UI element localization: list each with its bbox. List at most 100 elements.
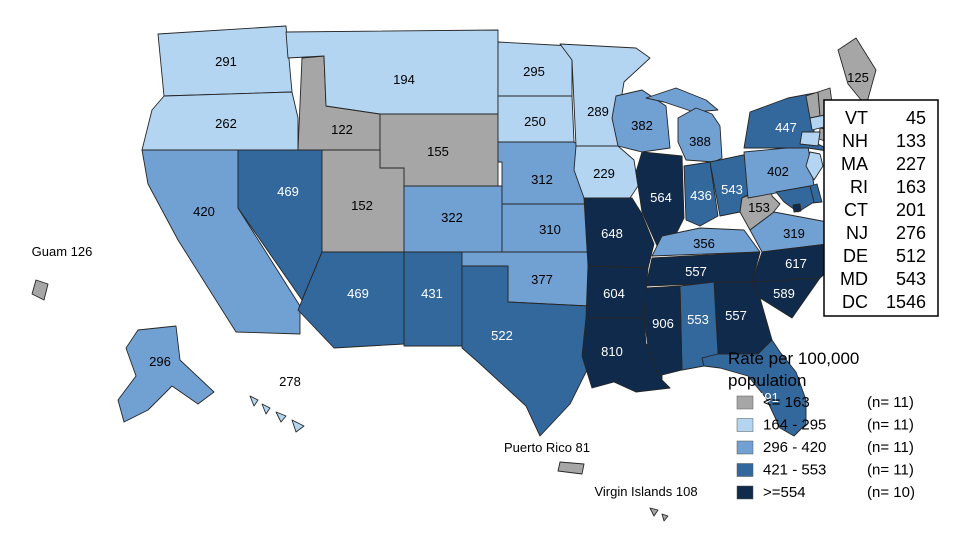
territory-shape-VI (649, 507, 659, 517)
panel-value-DE: 512 (896, 246, 926, 266)
legend-swatch-0 (736, 395, 754, 410)
state-shape-MS (643, 285, 683, 377)
state-shape-MI (645, 87, 719, 113)
panel-abbr-RI: RI (850, 177, 868, 197)
state-shape-HI (291, 419, 305, 433)
panel-abbr-NJ: NJ (846, 223, 868, 243)
territory-shape-GU (31, 279, 49, 301)
legend-range-2: 296 - 420 (763, 439, 826, 456)
state-shape-HI (275, 411, 287, 423)
state-value-labels-layer: 291 262 420 469 122 194 155 152 322 469 431 295 250 3… (149, 54, 869, 405)
state-value-WY: 155 (427, 144, 449, 159)
state-value-MN: 289 (587, 104, 609, 119)
state-value-MS: 906 (652, 316, 674, 331)
state-value-MT: 194 (393, 72, 415, 87)
legend-range-1: 164 - 295 (763, 417, 826, 434)
panel-value-NJ: 276 (896, 223, 926, 243)
state-value-SD: 250 (524, 114, 546, 129)
state-value-SC: 589 (773, 286, 795, 301)
state-shape-AK (117, 325, 215, 423)
state-value-VA: 319 (783, 226, 805, 241)
state-shape-ME (837, 37, 877, 107)
state-value-TX: 522 (491, 328, 513, 343)
state-shape-NJ (805, 151, 824, 181)
state-value-AK: 296 (149, 354, 171, 369)
panel-value-MA: 227 (896, 154, 926, 174)
territories-layer (31, 279, 669, 522)
legend-count-1: (n= 11) (867, 417, 914, 434)
state-shape-FL (701, 339, 807, 437)
legend-count-0: (n= 11) (867, 394, 914, 411)
state-shape-IA (573, 145, 639, 199)
panel-value-NH: 133 (896, 131, 926, 151)
legend-count-2: (n= 11) (867, 439, 914, 456)
territory-shape-PR (557, 461, 585, 475)
state-value-OK: 377 (531, 272, 553, 287)
state-shape-MI (677, 107, 723, 163)
state-value-IL: 564 (650, 190, 672, 205)
state-value-WV: 153 (748, 200, 770, 215)
state-shape-DC (792, 203, 802, 213)
state-value-PA: 402 (767, 164, 789, 179)
panel-value-RI: 163 (896, 177, 926, 197)
state-shape-LA (581, 317, 671, 393)
state-shape-IN (683, 161, 719, 227)
state-shape-HI (261, 403, 271, 415)
panel-box (823, 99, 939, 317)
panel-abbr-DC: DC (842, 292, 868, 312)
legend-range-0: <= 163 (763, 394, 810, 411)
panel-value-VT: 45 (906, 108, 926, 128)
state-shape-CT (799, 131, 821, 147)
state-shape-MD (775, 185, 815, 213)
panel-abbr-MA: MA (841, 154, 868, 174)
state-value-TN: 557 (685, 264, 707, 279)
panel-value-DC: 1546 (886, 292, 926, 312)
state-value-FL: 491 (757, 390, 779, 405)
state-shape-WI (611, 89, 671, 153)
legend-swatch-3 (736, 463, 754, 477)
state-value-IA: 229 (593, 166, 615, 181)
state-value-UT: 152 (351, 198, 373, 213)
legend-count-3: (n= 11) (867, 462, 914, 479)
legend-items: <= 163 (n= 11) 164 - 295 (n= 11) 296 - 420 (n… (736, 394, 915, 501)
state-value-MO: 648 (601, 226, 623, 241)
state-value-AR: 604 (603, 286, 625, 301)
legend-title-line2: population (728, 371, 806, 390)
legend-range-3: 421 - 553 (763, 462, 826, 479)
state-value-WA: 291 (215, 54, 237, 69)
panel-abbr-CT: CT (844, 200, 868, 220)
state-value-ND: 295 (523, 64, 545, 79)
legend-count-4: (n= 10) (867, 484, 915, 501)
state-value-OR: 262 (215, 116, 237, 131)
virgin-islands-label: Virgin Islands 108 (594, 484, 697, 499)
state-value-MI: 388 (689, 134, 711, 149)
legend-swatch-4 (736, 485, 754, 500)
legend-swatch-2 (736, 440, 754, 455)
states-layer (117, 25, 877, 437)
state-value-IN: 436 (690, 188, 712, 203)
state-value-AZ: 469 (347, 286, 369, 301)
legend-range-4: >=554 (763, 484, 806, 501)
legend-swatch-1 (736, 418, 754, 432)
state-value-LA: 810 (601, 344, 623, 359)
state-value-CA: 420 (193, 204, 215, 219)
puerto-rico-label: Puerto Rico 81 (504, 440, 590, 455)
territory-shape-VI (661, 513, 669, 522)
panel-abbr-MD: MD (840, 269, 868, 289)
state-value-ID: 122 (331, 122, 353, 137)
state-value-WI: 382 (631, 118, 653, 133)
state-value-KS: 310 (539, 222, 561, 237)
state-shape-AZ (297, 251, 405, 349)
state-value-NC: 617 (785, 256, 807, 271)
state-value-HI: 278 (279, 374, 301, 389)
state-value-AL: 553 (687, 312, 709, 327)
panel-abbr-VT: VT (845, 108, 868, 128)
state-shape-TX (461, 265, 595, 437)
guam-label: Guam 126 (32, 244, 93, 259)
state-value-KY: 356 (693, 236, 715, 251)
legend: Rate per 100,000 population <= 163 (n= 11… (728, 349, 915, 501)
territory-labels: Guam 126 Puerto Rico 81 Virgin Islands 1… (32, 244, 698, 499)
state-value-GA: 557 (725, 308, 747, 323)
